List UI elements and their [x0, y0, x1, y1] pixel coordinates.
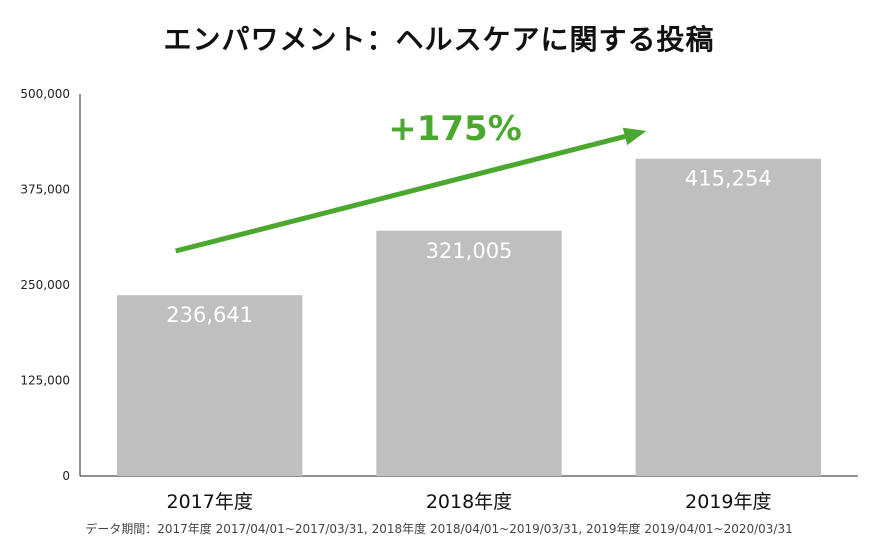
- y-tick-label: 500,000: [20, 87, 70, 101]
- bar: [376, 230, 562, 476]
- chart-title: エンパワメント：ヘルスケアに関する投稿: [163, 23, 715, 56]
- y-tick-label: 125,000: [20, 374, 70, 388]
- bar-value-label: 415,254: [685, 167, 772, 191]
- bars: 236,641 321,005 415,254: [116, 158, 822, 476]
- bar: [116, 295, 303, 476]
- data-period-footnote: データ期間：2017年度 2017/04/01~2017/03/31, 2018…: [85, 522, 793, 536]
- bar: [635, 158, 822, 476]
- growth-percent-label: +175%: [388, 109, 522, 149]
- growth-arrow-head: [622, 127, 647, 146]
- growth-arrow-line: [175, 134, 626, 254]
- x-tick-label: 2018年度: [426, 491, 512, 513]
- growth-annotation: +175%: [175, 109, 647, 254]
- y-tick-label: 375,000: [20, 183, 70, 197]
- y-tick-label: 250,000: [20, 278, 70, 292]
- y-tick-label: 0: [62, 469, 70, 483]
- x-axis: 2017年度 2018年度 2019年度: [80, 475, 858, 513]
- bar-value-label: 236,641: [166, 303, 253, 327]
- y-axis: 0 125,000 250,000 375,000 500,000: [20, 87, 81, 483]
- x-tick-label: 2019年度: [685, 491, 771, 513]
- bar-value-label: 321,005: [426, 239, 513, 263]
- x-tick-label: 2017年度: [166, 491, 252, 513]
